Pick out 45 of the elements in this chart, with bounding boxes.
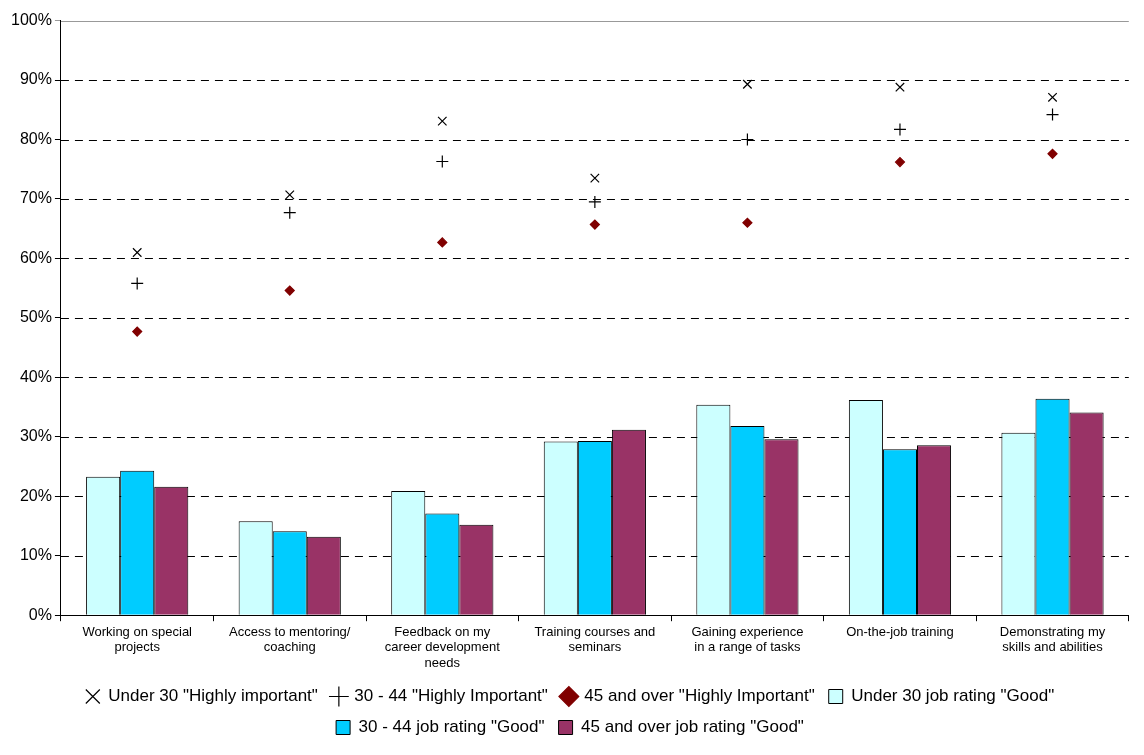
point [437,237,448,248]
point [130,276,144,291]
y-tick-label: 70% [19,189,52,207]
x-tick-label: Feedback on my career development needs [384,623,501,670]
y-tick-label: 10% [19,546,52,564]
y-tick-label: 0% [28,605,52,623]
point [435,154,449,169]
y-tick-label: 50% [19,308,52,326]
legend-label: 30 - 44 "Highly Important" [354,686,548,706]
point [588,195,602,209]
point [284,285,295,296]
point [742,217,753,228]
x-tick-label: Working on special projects [82,623,193,655]
point [740,132,755,147]
point [1047,148,1058,159]
y-tick-label: 80% [19,129,52,147]
y-tick-label: 40% [19,367,52,385]
y-tick-label: 90% [19,70,52,88]
x-tick-label: Gaining experience in a range of tasks [691,623,804,655]
point [283,206,297,220]
y-tick-label: 30% [19,427,52,445]
y-tick-label: 20% [19,486,52,504]
x-tick-label: Training courses and seminars [534,623,656,655]
legend-label: 45 and over "Highly Important" [584,686,815,706]
point [437,116,448,126]
x-tick-label: Demonstrating my skills and abilities [999,623,1106,655]
legend-label: 45 and over job rating "Good" [581,717,804,737]
point [132,326,143,337]
point [894,157,906,168]
point [742,79,753,90]
point [895,82,905,93]
point [589,219,600,230]
x-tick-label: On-the-job training [846,623,954,639]
point [893,122,907,137]
legend-label: Under 30 job rating "Good" [851,686,1055,706]
x-tick-label: Access to mentoring/ coaching [229,623,351,655]
point [590,173,600,184]
legend-label: Under 30 "Highly important" [108,686,318,706]
point [1047,92,1058,103]
y-tick-label: 100% [11,11,52,29]
point [1045,107,1060,122]
point [132,247,143,258]
legend-label: 30 - 44 job rating "Good" [358,717,545,737]
y-tick-label: 60% [19,248,52,266]
point [284,189,295,200]
